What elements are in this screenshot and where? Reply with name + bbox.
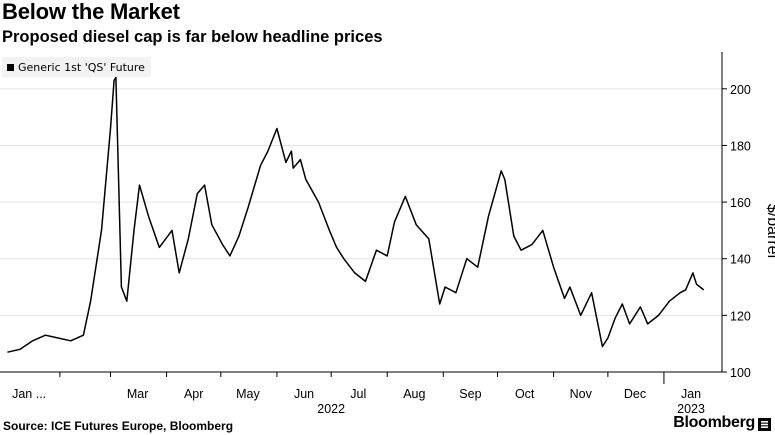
y-tick-label: 100 — [730, 366, 751, 380]
bloomberg-mark-icon — [758, 418, 771, 431]
y-tick-label: 200 — [730, 83, 751, 97]
x-tick-label: Mar — [127, 387, 149, 401]
x-tick-label: Aug — [403, 387, 425, 401]
y-tick-label: 120 — [730, 309, 751, 323]
y-tick-label: 180 — [730, 139, 751, 153]
x-tick-label: Jan — [681, 387, 701, 401]
legend-label: Generic 1st 'QS' Future — [18, 60, 145, 74]
x-tick-label: Jun — [294, 387, 314, 401]
x-year-label: 2023 — [677, 402, 705, 416]
x-tick-label: Jan ... — [12, 387, 46, 401]
legend-swatch-icon — [7, 63, 14, 71]
x-tick-label: Oct — [515, 387, 535, 401]
x-tick-label: Apr — [184, 387, 203, 401]
x-tick-label: May — [236, 387, 260, 401]
x-tick-label: Sep — [459, 387, 481, 401]
y-tick-label: 140 — [730, 253, 751, 267]
chart-subtitle: Proposed diesel cap is far below headlin… — [2, 28, 383, 46]
x-tick-label: Dec — [624, 387, 646, 401]
y-tick-label: 160 — [730, 196, 751, 210]
series-line — [7, 76, 705, 353]
x-tick-label: Jul — [350, 387, 366, 401]
y-axis-label: $/barrel — [764, 204, 775, 258]
brand-logo-text: Bloomberg — [673, 414, 755, 431]
chart-title: Below the Market — [2, 0, 180, 24]
x-tick-label: Nov — [570, 387, 593, 401]
x-year-label: 2022 — [317, 402, 345, 416]
legend: Generic 1st 'QS' Future — [2, 57, 151, 77]
source-note: Source: ICE Futures Europe, Bloomberg — [3, 419, 234, 433]
